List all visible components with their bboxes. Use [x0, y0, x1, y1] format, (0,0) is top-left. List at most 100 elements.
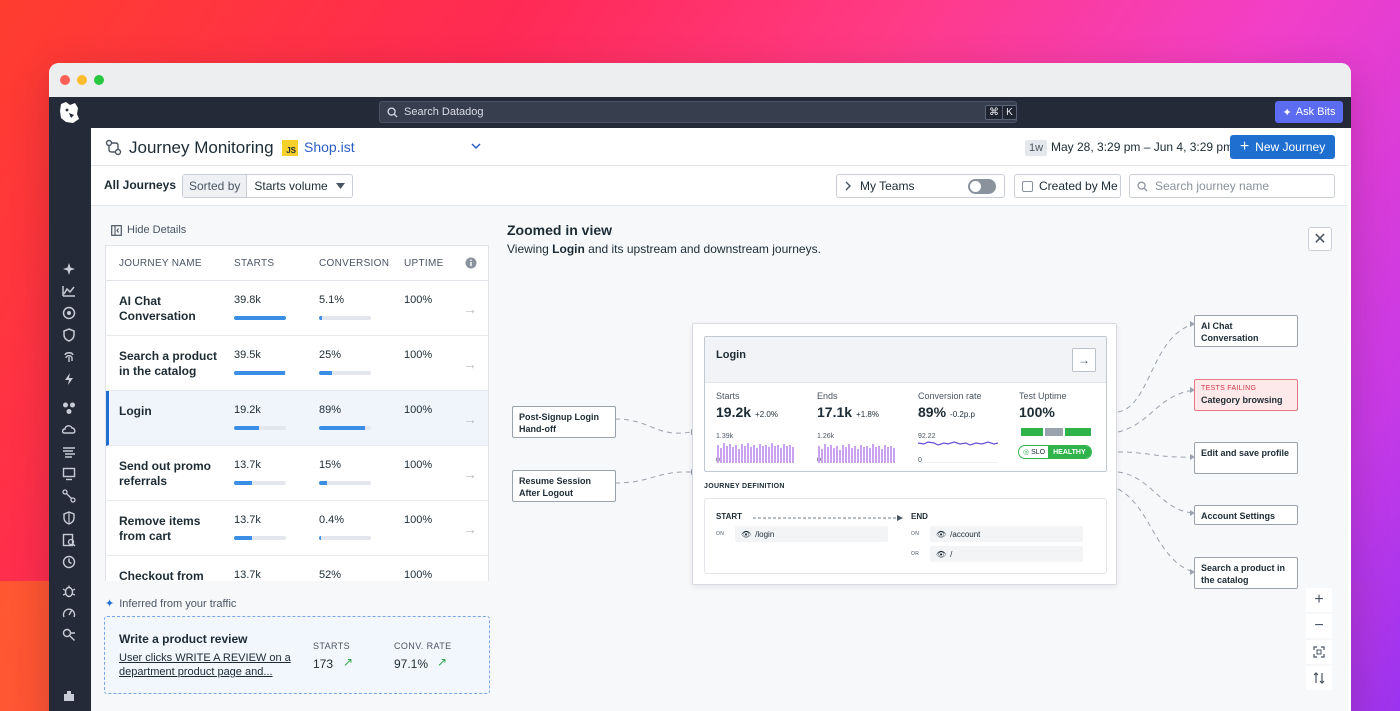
start-path: /login: [755, 529, 775, 539]
suggestion-description[interactable]: User clicks WRITE A REVIEW on a departme…: [119, 652, 291, 678]
spark-min-label: 0: [918, 457, 922, 464]
my-teams-filter[interactable]: My Teams: [836, 174, 1005, 198]
nav-gauge-icon[interactable]: [61, 605, 77, 621]
sort-value-label: Starts volume: [254, 179, 328, 193]
created-by-me-filter[interactable]: Created by Me: [1014, 174, 1121, 198]
open-journey-button[interactable]: →: [1072, 348, 1096, 372]
nav-digital-experience-icon[interactable]: [61, 466, 77, 482]
nav-integrations-icon[interactable]: [61, 688, 77, 704]
arrow-right-icon[interactable]: →: [463, 576, 477, 581]
col-starts[interactable]: STARTS: [234, 258, 275, 269]
nav-fingerprint-icon[interactable]: [61, 349, 77, 365]
info-icon[interactable]: [465, 257, 477, 269]
arrow-right-icon[interactable]: →: [463, 466, 477, 482]
datadog-logo-icon[interactable]: [57, 100, 81, 125]
fit-view-icon: [1313, 646, 1325, 658]
collapse-panel-icon: [111, 224, 122, 236]
journey-row[interactable]: AI Chat Conversation 39.8k 5.1% 100% →: [106, 281, 488, 336]
arrow-right-icon: →: [1078, 353, 1090, 367]
journey-row[interactable]: Checkout from 13.7k 52% 100% →: [106, 556, 488, 581]
suggestion-conv-label: CONV. RATE: [394, 641, 452, 651]
sort-dropdown[interactable]: Sorted by Starts volume: [182, 174, 353, 198]
nav-bits-icon[interactable]: [61, 261, 77, 277]
nav-bolt-icon[interactable]: [61, 371, 77, 387]
conversion-bar-fill: [319, 316, 322, 320]
arrow-right-icon[interactable]: →: [463, 301, 477, 317]
slo-label: SLO: [1031, 448, 1046, 456]
journey-row[interactable]: Send out promo referrals 13.7k 15% 100% →: [106, 446, 488, 501]
nav-dashboards-icon[interactable]: [61, 283, 77, 299]
zoom-out-button[interactable]: −: [1306, 614, 1332, 638]
nav-apm-icon[interactable]: [61, 400, 77, 416]
time-span-badge[interactable]: 1w: [1025, 140, 1048, 156]
downstream-node[interactable]: Search a product in the catalog: [1194, 557, 1298, 589]
nav-infrastructure-icon[interactable]: [61, 422, 77, 438]
journey-row[interactable]: Login 19.2k 89% 100% →: [106, 391, 488, 446]
swap-direction-button[interactable]: [1306, 666, 1332, 690]
nav-monitors-icon[interactable]: [61, 305, 77, 321]
close-zoom-button[interactable]: ✕: [1308, 227, 1332, 251]
spark-max-label: 92.22: [918, 433, 936, 440]
hide-details-button[interactable]: Hide Details: [111, 224, 186, 236]
zoom-in-button[interactable]: +: [1306, 588, 1332, 612]
ask-bits-button[interactable]: ✦ Ask Bits: [1275, 101, 1343, 123]
downstream-node[interactable]: Edit and save profile: [1194, 442, 1298, 474]
new-journey-button[interactable]: + New Journey: [1230, 135, 1335, 159]
arrow-right-icon[interactable]: →: [463, 521, 477, 537]
end-path-field[interactable]: 👁 /: [930, 546, 1083, 562]
eye-icon: 👁: [936, 529, 947, 539]
sort-value[interactable]: Starts volume: [247, 175, 352, 197]
nav-slo-icon[interactable]: [61, 554, 77, 570]
my-teams-toggle[interactable]: [968, 179, 996, 194]
app-selector-label[interactable]: Shop.ist: [304, 139, 355, 155]
upstream-node[interactable]: Post-Signup Login Hand-off: [512, 406, 616, 438]
page-header: Journey Monitoring JS Shop.ist 1w May 28…: [91, 128, 1348, 166]
downstream-node[interactable]: Account Settings: [1194, 505, 1298, 525]
starts-bar: [234, 481, 286, 485]
conversion-bar: [319, 481, 371, 485]
tests-failing-tag: TESTS FAILING: [1201, 385, 1257, 392]
global-search-input[interactable]: Search Datadog ⌘ K: [379, 101, 1017, 123]
metric-value: 89% -0.2p.p: [918, 404, 975, 420]
nav-workflows-icon[interactable]: [61, 488, 77, 504]
chevron-down-icon[interactable]: [471, 142, 481, 150]
conversion-sparkline: 92.22 0: [918, 433, 998, 465]
nav-security-icon[interactable]: [61, 327, 77, 343]
col-uptime[interactable]: UPTIME: [404, 258, 444, 269]
time-range-label[interactable]: May 28, 3:29 pm – Jun 4, 3:29 pm: [1051, 140, 1234, 154]
spark-max-label: 1.39k: [716, 433, 734, 440]
nav-shield-icon[interactable]: [61, 510, 77, 526]
starts-bar-fill: [234, 371, 286, 375]
journey-row[interactable]: Remove items from cart 13.7k 0.4% 100% →: [106, 501, 488, 556]
nav-synthetics-icon[interactable]: [61, 627, 77, 643]
col-journey-name: JOURNEY NAME: [119, 258, 202, 269]
nav-logs-icon[interactable]: [61, 444, 77, 460]
suggestion-title: Write a product review: [119, 632, 248, 646]
starts-bar: [234, 426, 286, 430]
minimize-window-button[interactable]: [77, 75, 87, 85]
journey-row[interactable]: Search a product in the catalog 39.5k 25% 1…: [106, 336, 488, 391]
nav-reports-icon[interactable]: [61, 532, 77, 548]
zoom-subtitle-journey: Login: [552, 242, 585, 256]
nav-bug-icon[interactable]: [61, 583, 77, 599]
start-path-field[interactable]: 👁 /login: [735, 526, 888, 542]
fit-view-button[interactable]: [1306, 640, 1332, 664]
arrow-right-icon[interactable]: →: [463, 356, 477, 372]
journey-search-input[interactable]: Search journey name: [1129, 174, 1335, 198]
suggestion-conv-value: 97.1%: [394, 657, 429, 671]
created-by-me-checkbox[interactable]: [1022, 180, 1033, 192]
close-window-button[interactable]: [60, 75, 70, 85]
downstream-node[interactable]: AI Chat Conversation: [1194, 315, 1298, 347]
col-conversion[interactable]: CONVERSION: [319, 258, 390, 269]
starts-bar-fill: [234, 426, 259, 430]
end-label: END: [911, 512, 928, 521]
journey-connectors: [614, 321, 1195, 575]
suggested-journey-card[interactable]: Write a product review User clicks WRITE…: [104, 616, 490, 694]
slo-status-pill[interactable]: ◎ SLO HEALTHY: [1018, 445, 1092, 459]
left-nav: [49, 97, 91, 711]
downstream-node-failing[interactable]: TESTS FAILING Category browsing: [1194, 379, 1298, 411]
end-path-field[interactable]: 👁 /account: [930, 526, 1083, 542]
maximize-window-button[interactable]: [94, 75, 104, 85]
arrow-right-icon[interactable]: →: [463, 411, 477, 427]
upstream-node[interactable]: Resume Session After Logout: [512, 470, 616, 502]
